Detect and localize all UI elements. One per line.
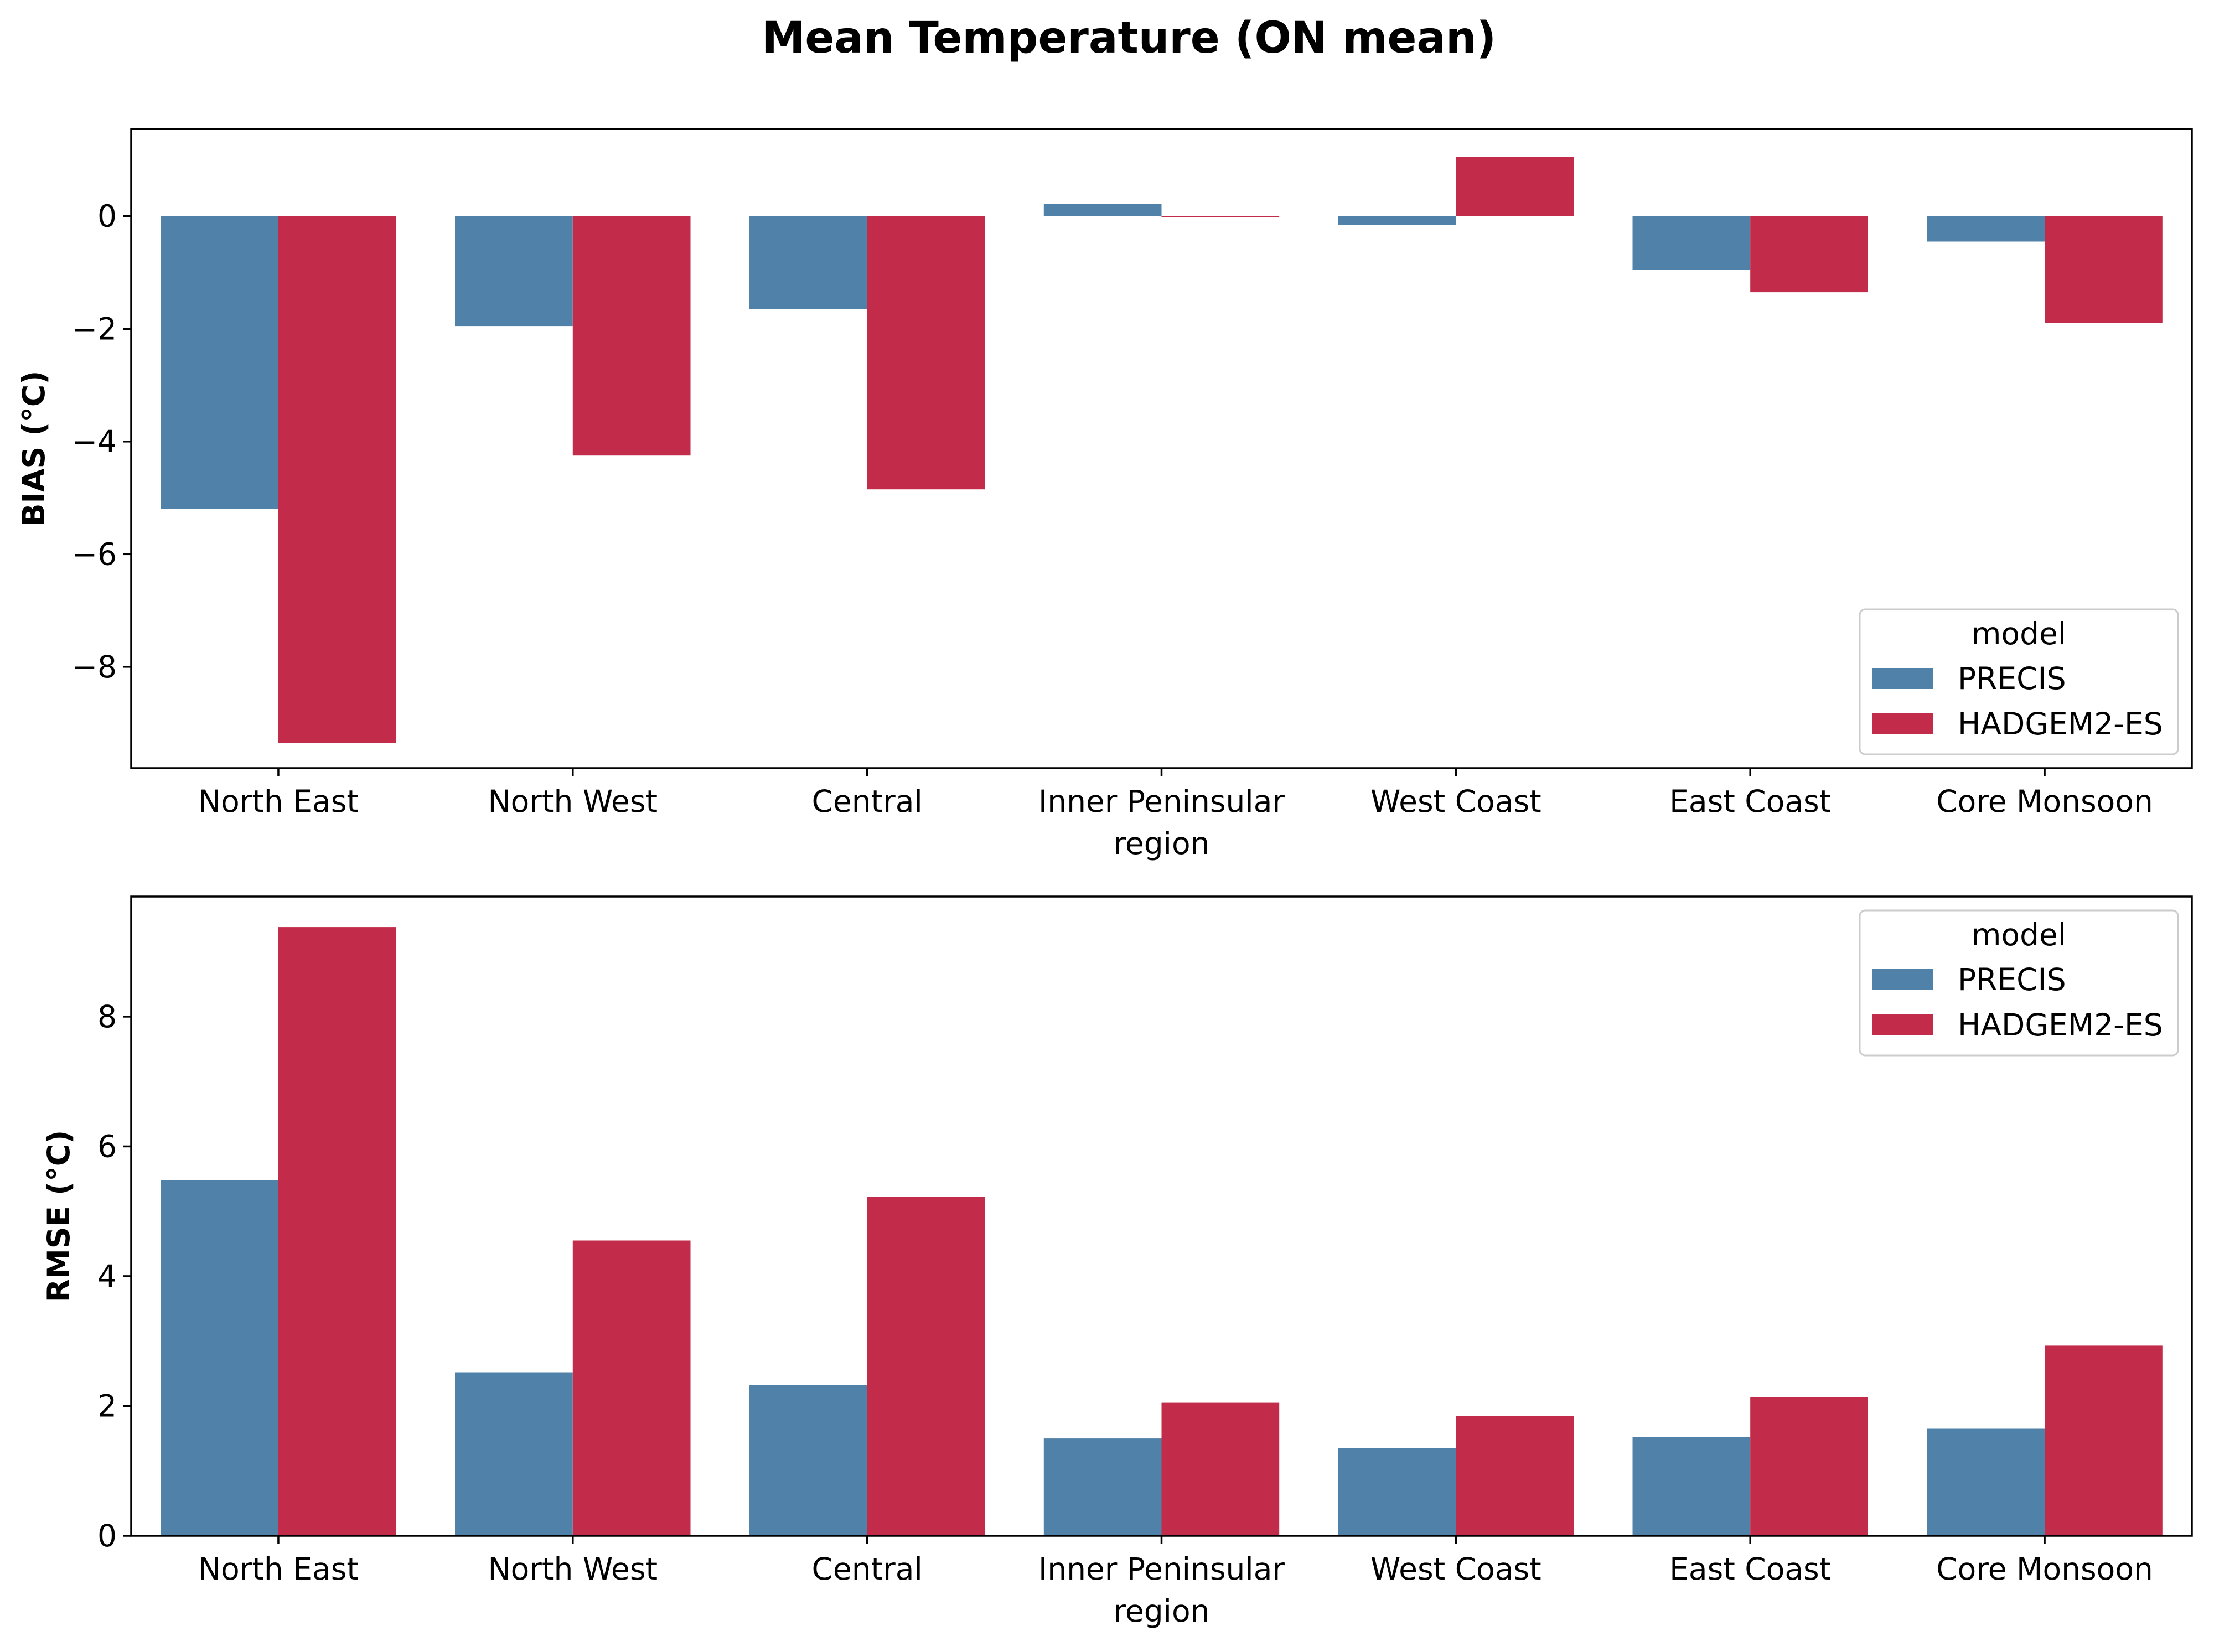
x-tick-label: Inner Peninsular [1038, 1551, 1285, 1587]
x-tick-label: Core Monsoon [1936, 1551, 2153, 1587]
bar-precis-core-monsoon [1927, 1428, 2045, 1536]
y-tick-label: 0 [97, 199, 117, 234]
bar-hadgem2-es-inner-peninsular [1161, 216, 1280, 217]
x-axis-label: region [1114, 1593, 1210, 1629]
bar-precis-central [749, 216, 867, 309]
bar-precis-west-coast [1338, 1448, 1456, 1536]
bar-hadgem2-es-north-west [572, 1240, 691, 1536]
bar-precis-inner-peninsular [1043, 204, 1162, 216]
y-tick-label: −2 [72, 311, 117, 346]
y-tick-label: 6 [97, 1128, 117, 1164]
y-axis-label: RMSE (°C) [41, 1130, 76, 1303]
bar-hadgem2-es-north-east [278, 927, 396, 1536]
x-tick-label: North East [198, 784, 359, 819]
bar-hadgem2-es-east-coast [1750, 216, 1868, 293]
y-tick-label: 2 [97, 1388, 117, 1423]
legend-title: model [1972, 616, 2066, 651]
bar-precis-east-coast [1632, 216, 1751, 270]
legend-title: model [1972, 917, 2066, 952]
x-tick-label: Central [812, 784, 923, 819]
legend-label: PRECIS [1958, 661, 2066, 696]
x-tick-label: Inner Peninsular [1038, 784, 1285, 819]
y-axis-label: BIAS (°C) [16, 371, 51, 527]
x-tick-label: West Coast [1370, 784, 1541, 819]
x-tick-label: East Coast [1669, 784, 1831, 819]
legend: model PRECIS HADGEM2-ES [1859, 608, 2179, 755]
bar-precis-north-east [161, 1180, 278, 1536]
legend-label: HADGEM2-ES [1958, 1007, 2163, 1043]
x-tick-label: East Coast [1669, 1551, 1831, 1587]
legend-swatch [1872, 969, 1933, 990]
bar-precis-central [749, 1385, 867, 1536]
bar-hadgem2-es-east-coast [1750, 1397, 1868, 1536]
bar-hadgem2-es-north-east [278, 216, 396, 743]
bias-panel: 0 −2 −4 −6 −8 North East North West Central Inne… [16, 128, 2193, 861]
bar-hadgem2-es-west-coast [1456, 1416, 1574, 1536]
bar-precis-east-coast [1632, 1437, 1751, 1536]
bar-hadgem2-es-north-west [572, 216, 691, 456]
legend-box [1859, 608, 2179, 755]
legend-swatch [1872, 1014, 1933, 1035]
y-tick-label: 4 [97, 1259, 117, 1294]
y-tick-label: −8 [72, 649, 117, 685]
bar-precis-north-west [455, 1372, 573, 1536]
bar-hadgem2-es-inner-peninsular [1161, 1402, 1280, 1536]
y-tick-label: 0 [97, 1518, 117, 1553]
x-tick-label: Core Monsoon [1936, 784, 2153, 819]
bar-hadgem2-es-core-monsoon [2045, 1345, 2163, 1536]
bar-precis-north-east [161, 216, 278, 509]
x-tick-label: North West [488, 784, 658, 819]
x-axis-label: region [1114, 826, 1210, 861]
y-tick-label: 8 [97, 999, 117, 1034]
bar-hadgem2-es-central [867, 216, 985, 490]
figure-title: Mean Temperature (ON mean) [762, 13, 1496, 63]
legend-box [1859, 909, 2179, 1057]
bar-precis-north-west [455, 216, 573, 327]
bar-precis-core-monsoon [1927, 216, 2045, 242]
bar-precis-inner-peninsular [1043, 1438, 1162, 1536]
y-tick-label: −4 [72, 424, 117, 459]
bar-precis-west-coast [1338, 216, 1456, 225]
legend-label: PRECIS [1958, 962, 2066, 997]
bar-hadgem2-es-central [867, 1197, 985, 1536]
rmse-panel: 0 2 4 6 8 North East North West Central Inner Pe… [41, 895, 2193, 1629]
x-tick-label: West Coast [1370, 1551, 1541, 1587]
x-tick-label: Central [812, 1551, 923, 1587]
x-tick-label: North West [488, 1551, 658, 1587]
bar-hadgem2-es-west-coast [1456, 157, 1574, 216]
x-tick-label: North East [198, 1551, 359, 1587]
legend: model PRECIS HADGEM2-ES [1859, 909, 2179, 1057]
bar-hadgem2-es-core-monsoon [2045, 216, 2163, 323]
y-tick-label: −6 [72, 536, 117, 572]
legend-label: HADGEM2-ES [1958, 706, 2163, 742]
legend-swatch [1872, 713, 1933, 734]
legend-swatch [1872, 668, 1933, 689]
